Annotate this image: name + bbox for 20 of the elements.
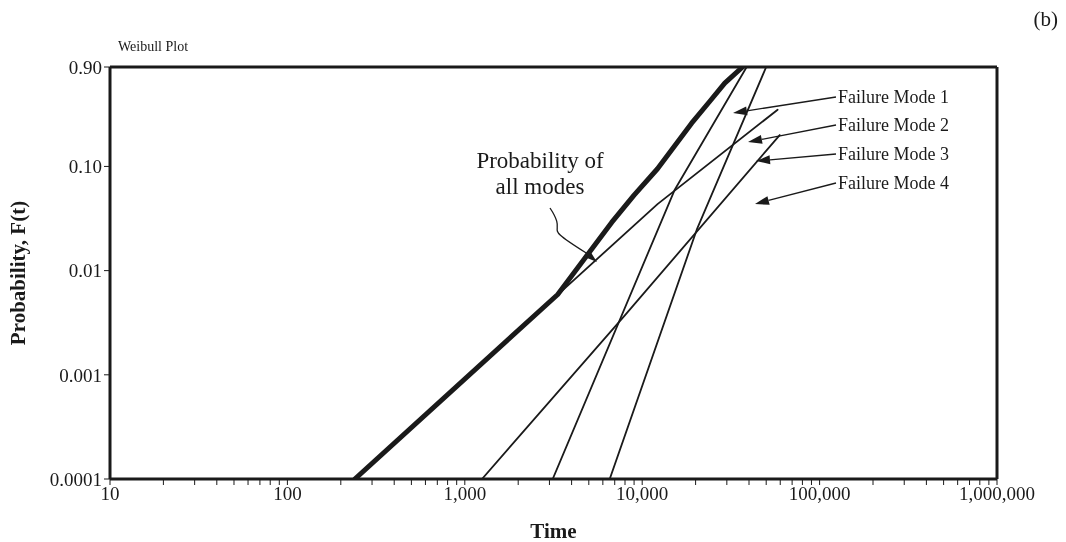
legend-label: Failure Mode 3 [838, 144, 949, 164]
legend-label: Failure Mode 4 [838, 173, 949, 193]
y-tick-label: 0.90 [68, 56, 102, 78]
x-tick-label: 10 [100, 483, 120, 505]
y-tick-label: 0.0001 [49, 468, 102, 490]
x-axis-title: Time [530, 519, 577, 542]
y-tick-label: 0.10 [68, 156, 102, 178]
y-tick-label: 0.01 [68, 260, 102, 282]
x-tick-label: 100,000 [788, 483, 851, 505]
x-tick-label: 1,000,000 [959, 483, 1035, 505]
x-tick-label: 10,000 [616, 483, 669, 505]
legend-label: Failure Mode 1 [838, 87, 949, 107]
series-label: Probability of all modes [476, 148, 604, 199]
x-tick-label: 1,000 [443, 483, 487, 505]
y-axis-title: Probability, F(t) [6, 200, 31, 346]
chart-title: Weibull Plot [118, 39, 189, 54]
text: (b) [1033, 7, 1058, 31]
legend-label: Failure Mode 2 [838, 115, 949, 135]
y-tick-label: 0.001 [59, 364, 102, 386]
x-tick-label: 100 [273, 483, 302, 505]
